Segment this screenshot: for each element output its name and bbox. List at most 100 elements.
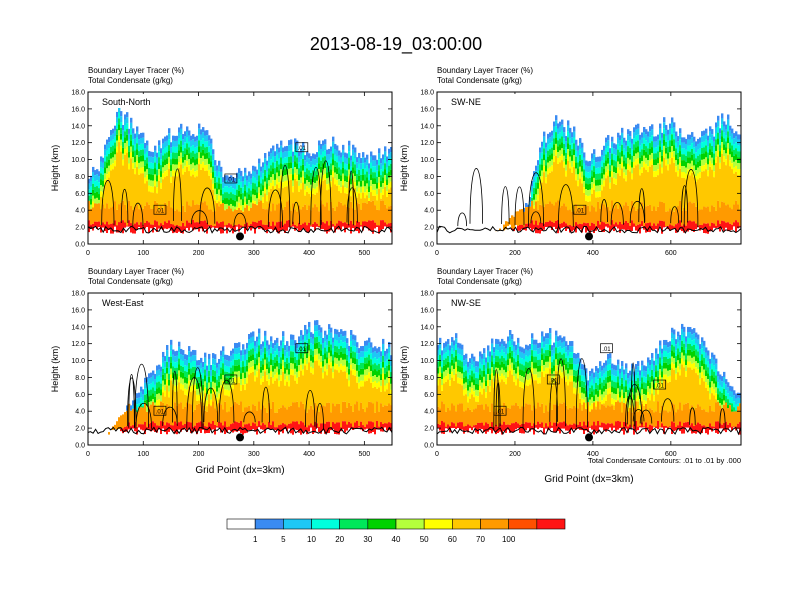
tracer-field: .01 (437, 113, 741, 244)
condensate-contour (493, 369, 500, 430)
condensate-contour (315, 403, 324, 430)
panel-1: .01 0.0 2.0 4.0 6.0 8.0 10.0 12.0 14.0 16.0 18.0 0 2… (399, 66, 742, 257)
legend-swatch (339, 518, 369, 530)
plot-frame (436, 292, 742, 446)
condensate-contour (610, 202, 624, 225)
y-tick-label: 18.0 (71, 90, 85, 97)
condensate-contour (514, 186, 525, 226)
condensate-contour (199, 187, 216, 224)
legend-swatch (311, 518, 340, 530)
panel-subtitle: Boundary Layer Tracer (%) (88, 66, 184, 75)
legend-label: 50 (420, 535, 429, 544)
x-tick-label: 0 (435, 451, 439, 458)
y-axis-label: Height (km) (399, 346, 409, 393)
y-tick-label: 0.0 (424, 443, 434, 450)
condensate-contour (191, 210, 208, 225)
condensate-contour (501, 186, 510, 225)
legend-swatch (254, 518, 284, 530)
legend-label: 70 (476, 535, 485, 544)
panel-subtitle: Boundary Layer Tracer (%) (437, 66, 533, 75)
y-axis-label: Height (km) (399, 145, 409, 192)
legend-label: 60 (448, 535, 457, 544)
y-tick-label: 4.0 (424, 208, 434, 215)
condensate-contour (233, 212, 247, 228)
contour-label: .01 (227, 177, 236, 183)
location-marker (585, 433, 593, 442)
x-tick-label: 500 (359, 451, 371, 458)
y-tick-label: 8.0 (424, 174, 434, 181)
y-tick-label: 14.0 (420, 123, 434, 130)
panel-label-bg (439, 94, 523, 108)
x-tick-label: 300 (248, 451, 260, 458)
plot-frame (87, 91, 393, 245)
contour-label: .01 (576, 209, 585, 215)
y-tick-label: 18.0 (420, 90, 434, 97)
condensate-contour (639, 409, 653, 424)
condensate-contour (305, 390, 316, 427)
panel-label: NW-SE (451, 298, 481, 308)
terrain-line (88, 426, 392, 435)
y-tick-label: 12.0 (420, 341, 434, 348)
condensate-contour (310, 167, 322, 225)
plot-frame (436, 91, 742, 245)
y-tick-label: 10.0 (71, 157, 85, 164)
contour-label: .01 (549, 378, 558, 384)
x-tick-label: 300 (248, 250, 260, 257)
legend-swatch (536, 518, 566, 530)
x-tick-label: 200 (193, 451, 205, 458)
x-tick-label: 600 (665, 451, 677, 458)
condensate-contour (495, 381, 501, 427)
condensate-contour (348, 170, 355, 226)
panel-0: .01 .01 .01 0.0 2.0 4.0 6.0 8.0 10.0 12.0 14.0 16.0… (50, 66, 393, 257)
condensate-contour (172, 370, 178, 423)
terrain-line (437, 225, 741, 234)
legend-swatch (508, 518, 538, 530)
y-tick-label: 0.0 (75, 443, 85, 450)
condensate-contour (203, 387, 218, 423)
contour-label: .01 (156, 209, 165, 215)
condensate-contour (549, 378, 558, 422)
y-tick-label: 2.0 (75, 225, 85, 232)
panel-label-bg (439, 295, 523, 309)
y-tick-label: 8.0 (75, 174, 85, 181)
y-tick-label: 18.0 (420, 291, 434, 298)
y-tick-label: 14.0 (71, 324, 85, 331)
panel-label: South-North (102, 97, 151, 107)
x-tick-label: 0 (435, 250, 439, 257)
condensate-contour (528, 172, 544, 227)
color-legend: 1 5 10 20 30 40 50 60 70 100 (226, 518, 566, 544)
legend-swatch (452, 518, 481, 530)
condensate-contour (600, 199, 608, 223)
y-tick-label: 16.0 (71, 106, 85, 113)
legend-swatch (480, 518, 509, 530)
y-tick-label: 10.0 (71, 358, 85, 365)
tracer-field: .01 .01 .01 (88, 320, 392, 445)
condensate-contour (457, 212, 467, 227)
legend-label: 100 (502, 535, 516, 544)
condensate-contour (683, 169, 699, 228)
y-tick-label: 8.0 (75, 375, 85, 382)
x-axis-label: Grid Point (dx=3km) (544, 474, 633, 485)
y-tick-label: 2.0 (424, 426, 434, 433)
condensate-contour (132, 202, 144, 227)
y-tick-label: 12.0 (420, 140, 434, 147)
terrain-line (437, 426, 741, 436)
y-tick-label: 14.0 (71, 123, 85, 130)
tracer-field: .01 .01 .01 .01 (437, 323, 741, 445)
condensate-contour (191, 367, 204, 430)
y-tick-label: 16.0 (71, 307, 85, 314)
legend-label: 10 (307, 535, 316, 544)
panel-2: .01 .01 .01 0.0 2.0 4.0 6.0 8.0 10.0 12.0 14.0 16.0… (50, 267, 393, 476)
panel-3: .01 .01 .01 .01 0.0 2.0 4.0 6.0 8.0 10.0 12.0 14.0 1… (399, 267, 742, 485)
y-tick-label: 16.0 (420, 106, 434, 113)
condensate-contour (670, 206, 680, 224)
y-tick-label: 4.0 (75, 409, 85, 416)
contour-label: .01 (602, 347, 611, 353)
condensate-contour (530, 211, 542, 224)
condensate-contour (173, 168, 182, 221)
y-tick-label: 6.0 (75, 191, 85, 198)
condensate-contour (638, 188, 646, 223)
y-tick-label: 6.0 (424, 191, 434, 198)
panel-subtitle: Total Condensate (g/kg) (437, 76, 522, 85)
x-tick-label: 200 (509, 451, 521, 458)
